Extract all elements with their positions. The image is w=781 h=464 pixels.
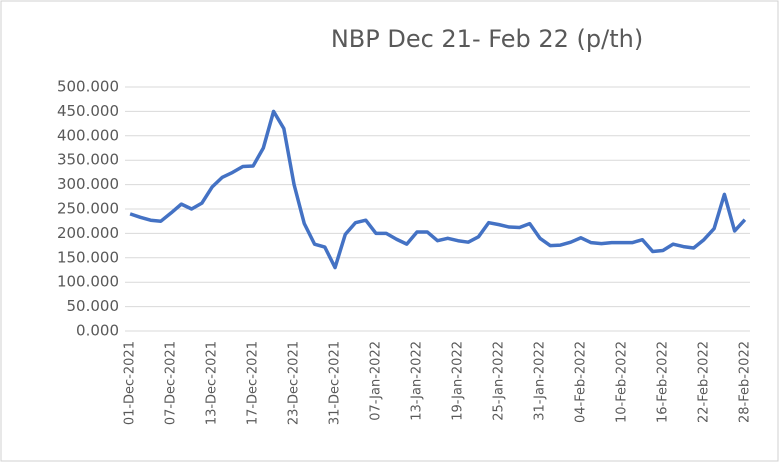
x-tick-label: 31-Jan-2022 bbox=[532, 341, 547, 421]
y-tick-label: 500.000 bbox=[57, 78, 119, 96]
chart-title: NBP Dec 21- Feb 22 (p/th) bbox=[331, 25, 643, 53]
x-tick-label: 04-Feb-2022 bbox=[573, 341, 588, 423]
x-tick-label: 23-Dec-2021 bbox=[287, 341, 302, 425]
line-series bbox=[129, 109, 747, 270]
x-tick-label: 25-Jan-2022 bbox=[491, 341, 506, 421]
x-tick-label: 22-Feb-2022 bbox=[696, 341, 711, 423]
y-tick-label: 150.000 bbox=[57, 248, 119, 266]
y-tick-label: 250.000 bbox=[57, 200, 119, 218]
y-tick-label: 50.000 bbox=[67, 297, 120, 315]
y-tick-label: 350.000 bbox=[57, 151, 119, 169]
y-tick-label: 400.000 bbox=[57, 126, 119, 144]
x-tick-label: 17-Dec-2021 bbox=[246, 341, 261, 425]
x-tick-label: 01-Dec-2021 bbox=[123, 341, 138, 425]
x-tick-label: 07-Dec-2021 bbox=[164, 341, 179, 425]
x-tick-label: 31-Dec-2021 bbox=[328, 341, 343, 425]
x-tick-label: 13-Dec-2021 bbox=[205, 341, 220, 425]
y-tick-label: 0.000 bbox=[76, 322, 119, 340]
y-tick-label: 200.000 bbox=[57, 224, 119, 242]
x-tick-label: 10-Feb-2022 bbox=[614, 341, 629, 423]
x-tick-label: 16-Feb-2022 bbox=[655, 341, 670, 423]
x-tick-label: 13-Jan-2022 bbox=[410, 341, 425, 421]
x-tick-label: 28-Feb-2022 bbox=[737, 341, 752, 423]
x-tick-label: 07-Jan-2022 bbox=[369, 341, 384, 421]
y-tick-label: 100.000 bbox=[57, 273, 119, 291]
y-tick-label: 450.000 bbox=[57, 102, 119, 120]
x-tick-label: 19-Jan-2022 bbox=[450, 341, 465, 421]
y-tick-label: 300.000 bbox=[57, 175, 119, 193]
